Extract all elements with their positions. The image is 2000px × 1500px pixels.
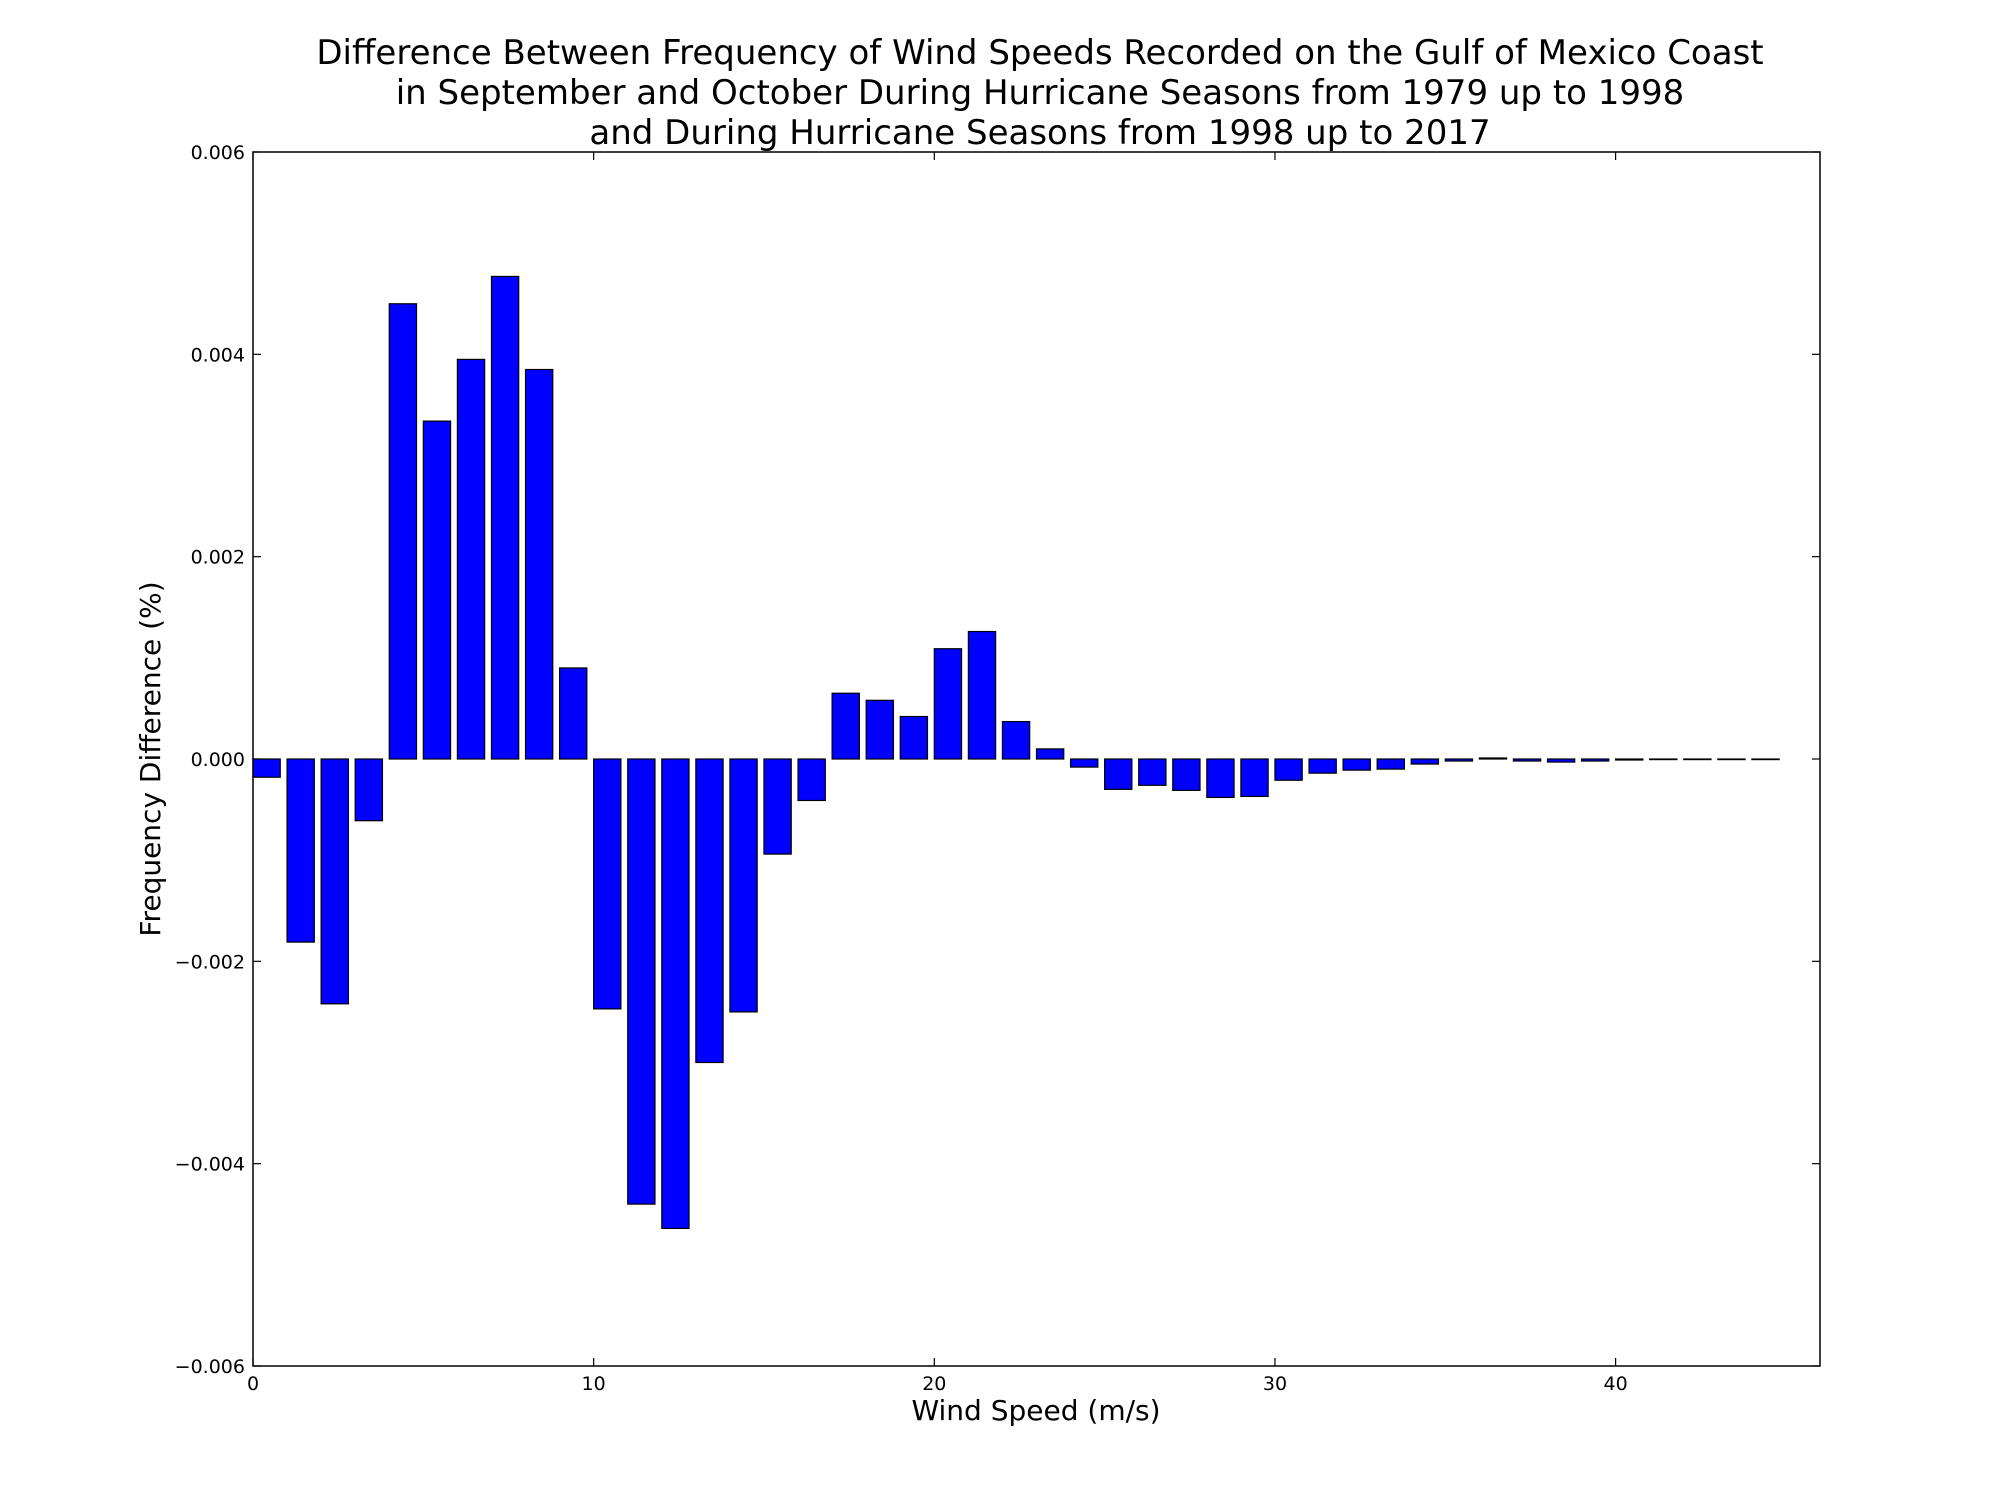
bar-3 [354,758,384,822]
plot-frame [252,151,1821,1367]
bar-6 [456,358,486,760]
bar-20 [933,648,963,760]
bar-17 [831,692,860,760]
bar-11 [627,758,656,1205]
bar-38 [1546,758,1576,763]
y-tick-label: 0.006 [191,142,245,164]
bars [252,275,1780,1230]
bar-14 [729,758,758,1013]
y-tick-label: 0.000 [191,749,245,771]
bar-32 [1342,758,1371,771]
bar-31 [1308,758,1337,774]
bar-22 [1001,720,1031,760]
bar-36 [1478,757,1508,760]
bar-28 [1206,758,1235,799]
bar-9 [558,667,588,760]
x-axis-label: Wind Speed (m/s) [911,1394,1160,1427]
bar-25 [1104,758,1133,790]
bar-18 [865,699,895,760]
bar-15 [763,758,792,855]
bar-42 [1683,758,1712,761]
y-axis-label: Frequency Difference (%) [134,581,167,936]
y-tick-label: 0.004 [191,344,245,366]
bar-19 [899,715,929,760]
bar-39 [1580,758,1610,762]
bar-35 [1444,758,1474,762]
x-tick-label: 0 [247,1373,259,1395]
bar-43 [1717,758,1746,761]
bar-2 [320,758,349,1005]
bar-1 [286,758,315,943]
bar-16 [797,758,826,802]
bar-8 [524,368,554,760]
bar-37 [1512,758,1542,762]
bar-4 [388,303,418,760]
bar-30 [1274,758,1303,781]
bar-29 [1240,758,1269,798]
bar-41 [1649,758,1678,761]
bar-40 [1615,758,1644,761]
bar-0 [252,758,281,778]
bar-33 [1376,758,1406,770]
bar-23 [1035,748,1065,760]
y-tick-label: −0.006 [175,1356,245,1378]
axis-ticks: 0 10 20 30 40 0.006 0.004 0.002 0.000 −0.002 −0.00… [175,142,1820,1395]
chart-title: Difference Between Frequency of Wind Spe… [316,33,1763,153]
bar-44 [1751,758,1780,761]
bar-26 [1138,758,1167,786]
x-tick-label: 10 [582,1373,606,1395]
y-tick-label: −0.002 [175,951,245,973]
chart-title-line-1: Difference Between Frequency of Wind Spe… [316,33,1763,73]
x-tick-label: 30 [1263,1373,1287,1395]
y-tick-label: −0.004 [175,1154,245,1176]
bar-21 [967,630,997,760]
bar-10 [593,758,622,1010]
x-tick-label: 20 [922,1373,946,1395]
bar-34 [1410,758,1440,765]
bar-7 [490,275,520,760]
bar-27 [1172,758,1201,791]
x-tick-label: 40 [1604,1373,1628,1395]
bar-5 [422,420,452,760]
bar-24 [1069,758,1099,768]
bar-12 [661,758,690,1230]
chart-title-line-2: in September and October During Hurrican… [396,73,1685,113]
y-tick-label: 0.002 [191,547,245,569]
chart-title-line-3: and During Hurricane Seasons from 1998 u… [589,113,1490,153]
bar-13 [695,758,724,1064]
